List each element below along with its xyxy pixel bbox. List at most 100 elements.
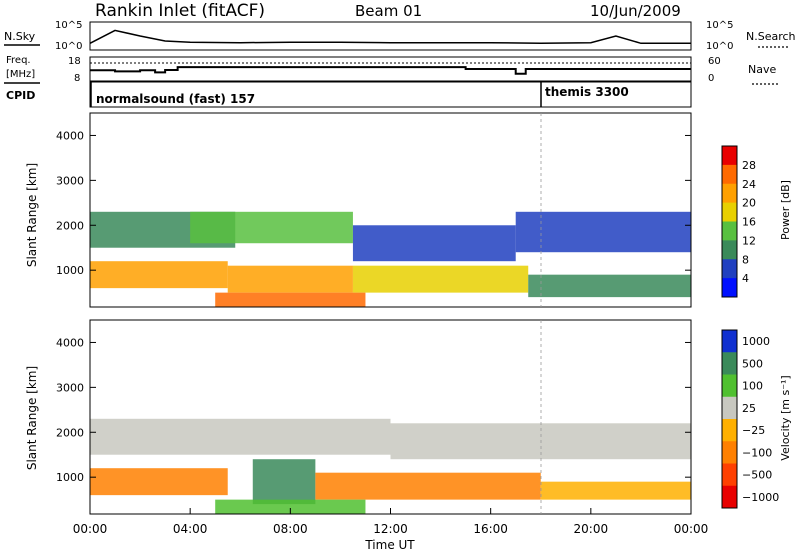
power-ylabel: Slant Range [km]: [25, 163, 39, 267]
ytick-label: 1000: [56, 264, 84, 277]
velocity-scale-label: −100: [742, 446, 772, 459]
ytick-label: 4000: [56, 336, 84, 349]
xtick-label: 04:00: [173, 522, 208, 536]
band-6: [215, 499, 366, 514]
power-yticks: 4000 3000 2000 1000: [56, 129, 691, 277]
xtick-label: 08:00: [273, 522, 308, 536]
freq-tick-bottom: 8: [74, 73, 80, 84]
noise-left-label: N.Sky: [4, 30, 36, 43]
power-swatch: [722, 164, 737, 185]
xtick-label: 00:00: [674, 522, 709, 536]
power-swatch: [722, 259, 737, 279]
band-7: [528, 274, 691, 298]
band-2: [352, 225, 516, 262]
band-6: [352, 265, 529, 293]
velocity-colorbar: 1000 500 100 25 −25 −100 −500 −1000 Velocity [m…: [721, 329, 792, 509]
velocity-swatch: [722, 485, 737, 509]
velocity-ylabel: Slant Range [km]: [25, 366, 39, 470]
xtick-label: 12:00: [373, 522, 408, 536]
power-colorbar: 28 24 20 16 12 8 4 Power [dB]: [721, 145, 792, 298]
velocity-scale-label: 100: [742, 380, 763, 393]
band-3: [515, 211, 691, 253]
noise-right-label: N.Search: [746, 30, 796, 43]
cpid-mode-2: themis 3300: [545, 85, 629, 99]
power-scale-label: 8: [742, 253, 749, 266]
noise-line: [89, 29, 691, 45]
ytick-label: 2000: [56, 219, 84, 232]
velocity-swatch: [722, 330, 737, 353]
band-4: [90, 261, 228, 289]
noise-panel: N.Sky 10^5 10^0 10^5 10^0 N.Search: [4, 20, 796, 52]
power-scale-label: 4: [742, 272, 749, 285]
cpid-label: CPID: [6, 89, 35, 102]
power-swatch: [722, 221, 737, 241]
band-8: [215, 292, 366, 307]
noise-tick-bottom-right: 10^0: [706, 41, 733, 52]
beam-title: Beam 01: [355, 2, 422, 20]
band-3: [252, 459, 316, 505]
nave-tick-bottom: 0: [708, 73, 714, 84]
ytick-label: 3000: [56, 174, 84, 187]
velocity-data: [90, 418, 691, 514]
power-scale-label: 28: [742, 159, 756, 172]
velocity-scale-label: −1000: [742, 491, 779, 504]
xtick-label: 20:00: [574, 522, 609, 536]
nave-tick-top: 60: [708, 56, 721, 67]
xtick-label: 16:00: [473, 522, 508, 536]
velocity-colorbar-swatches: 1000 500 100 25 −25 −100 −500 −1000: [722, 330, 779, 509]
xtick-label: 00:00: [73, 522, 108, 536]
band-2: [90, 468, 228, 496]
velocity-swatch: [722, 463, 737, 487]
power-swatch: [722, 202, 737, 222]
power-scale-label: 20: [742, 197, 756, 210]
velocity-scale-label: 1000: [742, 335, 770, 348]
velocity-swatch: [722, 441, 737, 464]
band-4: [315, 472, 541, 500]
velocity-swatch: [722, 352, 737, 375]
power-scale-label: 12: [742, 234, 756, 247]
band-1: [190, 211, 353, 244]
velocity-scale-label: 25: [742, 402, 756, 415]
ytick-label: 2000: [56, 426, 84, 439]
power-colorbar-swatches: 28 24 20 16 12 8 4: [722, 146, 756, 298]
noise-tick-top: 10^5: [55, 20, 82, 31]
date-title: 10/Jun/2009: [590, 2, 681, 20]
freq-label-1: Freq.: [6, 55, 31, 66]
power-data: [90, 211, 691, 307]
cpid-mode-1: normalsound (fast) 157: [96, 92, 255, 106]
station-title: Rankin Inlet (fitACF): [95, 1, 265, 21]
band-0: [90, 418, 391, 455]
time-axis: 00:00 04:00 08:00 12:00 16:00 20:00 00:00: [73, 508, 709, 536]
freq-panel: Freq. [MHz] 18 8 60 0 Nave: [4, 55, 778, 85]
freq-line: [90, 66, 691, 75]
velocity-scale-label: −25: [742, 424, 765, 437]
freq-label-2: [MHz]: [6, 69, 35, 80]
ytick-label: 1000: [56, 471, 84, 484]
ytick-label: 4000: [56, 129, 84, 142]
power-swatch: [722, 183, 737, 204]
power-scale-label: 24: [742, 178, 756, 191]
velocity-scale-label: −500: [742, 469, 772, 482]
velocity-scale-title: Velocity [m s⁻¹]: [779, 375, 792, 460]
freq-tick-top: 18: [68, 56, 81, 67]
power-swatch: [722, 240, 737, 260]
ytick-label: 3000: [56, 381, 84, 394]
velocity-swatch: [722, 396, 737, 420]
noise-tick-top-right: 10^5: [706, 20, 733, 31]
power-swatch: [722, 146, 737, 166]
cpid-panel: CPID normalsound (fast) 157 themis 3300: [6, 81, 692, 108]
noise-tick-bottom: 10^0: [55, 41, 82, 52]
nave-label: Nave: [748, 63, 776, 76]
velocity-scale-label: 500: [742, 357, 763, 370]
velocity-swatch: [722, 419, 737, 442]
power-scale-title: Power [dB]: [779, 180, 792, 240]
velocity-swatch: [722, 374, 737, 398]
band-5: [540, 481, 691, 500]
power-panel: 4000 3000 2000 1000 Slant Range [km]: [25, 112, 692, 308]
band-5: [227, 265, 353, 293]
time-axis-title: Time UT: [364, 538, 415, 552]
power-swatch: [722, 278, 737, 298]
velocity-yticks: 4000 3000 2000 1000: [56, 336, 691, 484]
